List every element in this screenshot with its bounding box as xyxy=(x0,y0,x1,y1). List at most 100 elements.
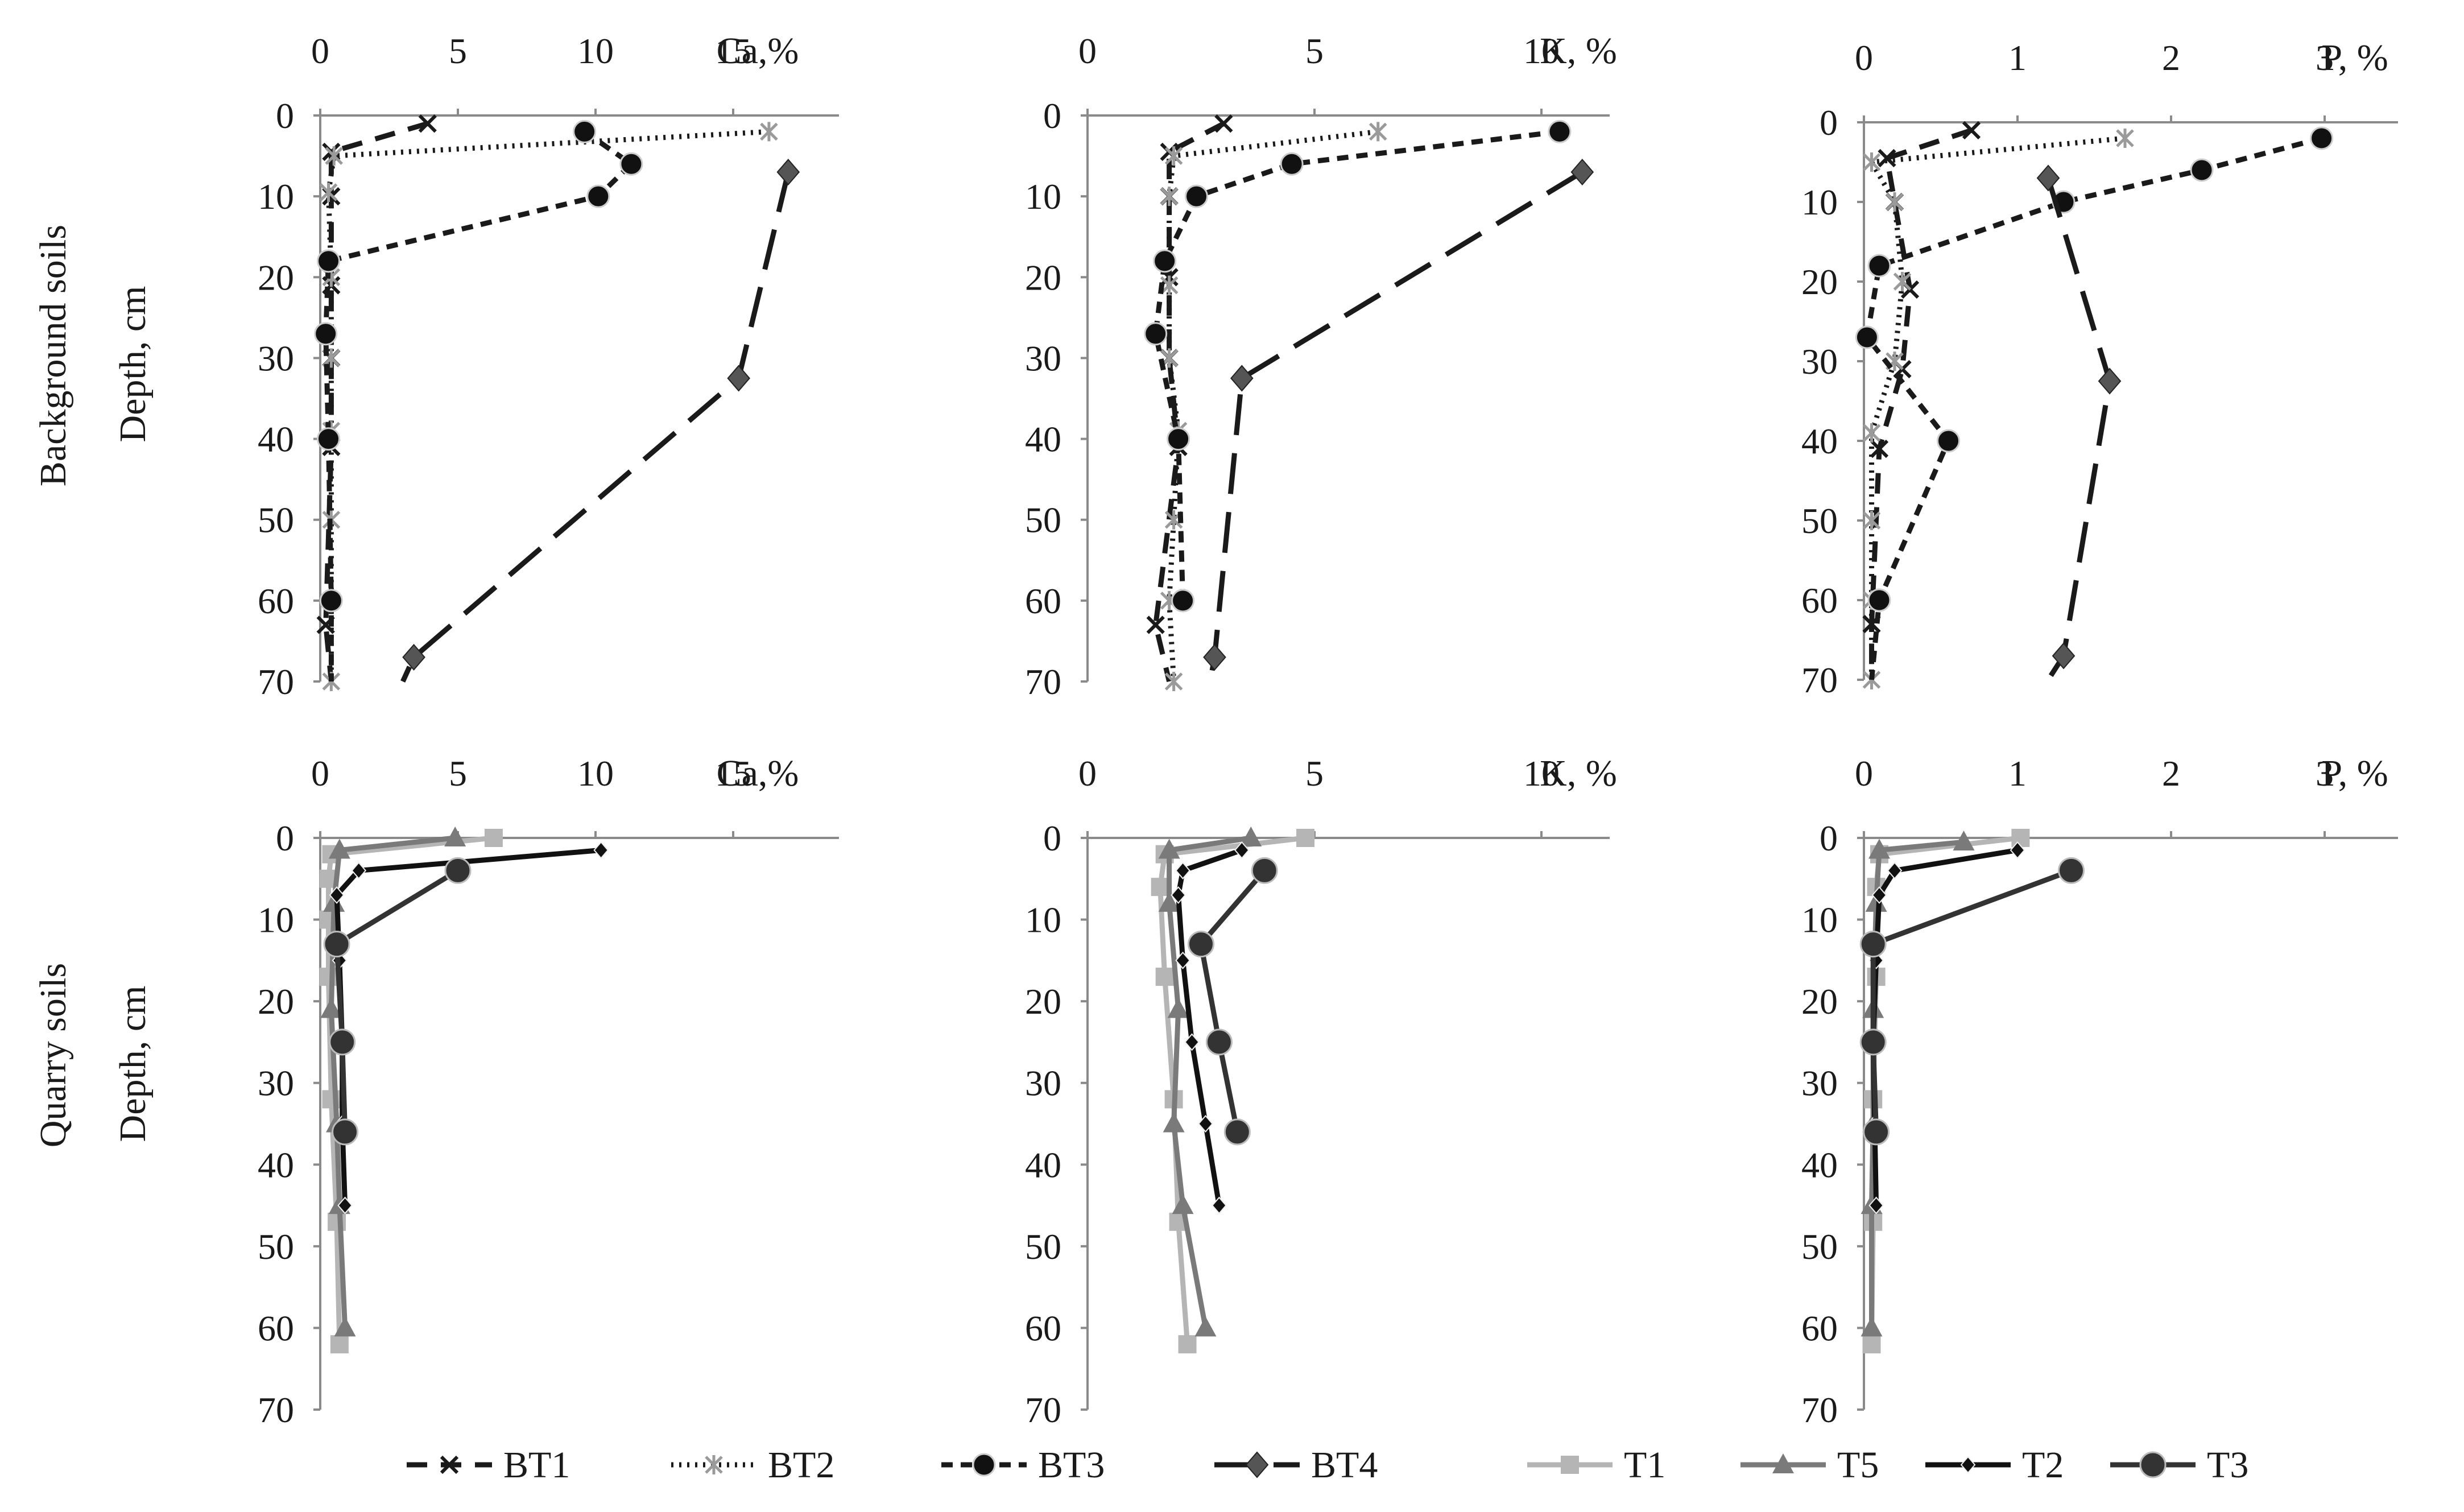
data-point-t3 xyxy=(1859,1028,1887,1056)
data-point-t2 xyxy=(1868,1196,1884,1214)
y-tick-label: 60 xyxy=(258,581,294,621)
data-point-bt2 xyxy=(1369,122,1387,142)
x-tick-label: 3 xyxy=(2316,753,2334,794)
y-tick-label: 10 xyxy=(258,176,294,217)
y-tick-label: 20 xyxy=(1801,981,1838,1022)
data-point-t5 xyxy=(1158,891,1180,912)
x-tick-label: 2 xyxy=(2162,38,2180,78)
data-point-t5 xyxy=(1194,1316,1217,1337)
data-point-bt2 xyxy=(1862,423,1881,443)
data-point-bt2 xyxy=(1160,275,1179,295)
series-bt4 xyxy=(2036,164,2122,681)
data-point-bt1 xyxy=(1878,148,1896,168)
data-point-bt3 xyxy=(314,322,338,346)
y-tick-label: 50 xyxy=(1801,501,1838,541)
x-tick-label: 15 xyxy=(715,31,751,71)
data-point-bt4 xyxy=(776,158,800,186)
series-bt2 xyxy=(1862,129,2134,689)
data-point-t3 xyxy=(1188,931,1214,958)
row-title-background: Background soils xyxy=(32,225,74,486)
data-point-bt4 xyxy=(2036,164,2060,192)
legend: BT1 BT2 BT3 BT4 T1 T5 T2 T3 xyxy=(407,1444,2248,1486)
data-point-t2 xyxy=(1887,861,1903,879)
data-point-bt3 xyxy=(1867,588,1891,612)
legend-item-bt1: BT1 xyxy=(407,1444,570,1486)
data-point-t1 xyxy=(1151,878,1169,897)
data-point-t1 xyxy=(1178,1335,1197,1354)
y-tick-label: 0 xyxy=(1820,818,1838,858)
data-point-bt2 xyxy=(1862,152,1881,172)
data-point-bt3 xyxy=(2190,158,2214,182)
legend-marker xyxy=(705,1455,723,1474)
y-tick-label: 10 xyxy=(1025,900,1061,940)
y-tick-label: 40 xyxy=(1801,1145,1838,1185)
legend-label: T1 xyxy=(1624,1444,1665,1486)
legend-label: T3 xyxy=(2207,1444,2248,1486)
y-tick-label: 40 xyxy=(1025,419,1061,460)
legend-item-bt3: BT3 xyxy=(941,1444,1105,1486)
legend-marker xyxy=(2139,1451,2167,1478)
y-tick-label: 0 xyxy=(1043,818,1061,858)
data-point-t3 xyxy=(1251,857,1278,884)
y-tick-label: 50 xyxy=(1025,1226,1061,1267)
data-point-t5 xyxy=(1240,827,1262,846)
data-point-bt4 xyxy=(1203,643,1226,671)
x-tick-label: 5 xyxy=(1305,753,1324,794)
data-point-t1 xyxy=(484,829,503,847)
y-tick-label: 70 xyxy=(1801,1390,1838,1430)
series-t3 xyxy=(1859,857,2085,1146)
legend-marker xyxy=(440,1455,459,1474)
data-point-t3 xyxy=(1223,1118,1251,1146)
y-tick-label: 60 xyxy=(1025,581,1061,621)
x-tick-label: 10 xyxy=(1523,31,1560,71)
y-tick-label: 60 xyxy=(1025,1308,1061,1348)
x-axis-title: Ca,% xyxy=(717,30,799,72)
data-point-t2 xyxy=(1171,886,1186,904)
data-point-bt3 xyxy=(319,589,343,613)
series-line-bt4 xyxy=(2045,177,2112,681)
y-tick-label: 20 xyxy=(258,981,294,1022)
x-tick-label: 5 xyxy=(449,753,467,794)
data-point-t5 xyxy=(1865,891,1887,912)
data-point-t5 xyxy=(1158,838,1180,859)
data-point-bt2 xyxy=(1160,187,1179,206)
legend-marker xyxy=(1561,1456,1579,1474)
data-point-t2 xyxy=(593,841,609,860)
legend-label: BT1 xyxy=(503,1444,570,1486)
data-point-bt4 xyxy=(1570,158,1594,186)
data-point-bt2 xyxy=(1164,146,1183,166)
series-t2 xyxy=(329,841,609,1214)
y-tick-label: 50 xyxy=(1801,1226,1838,1267)
data-point-t2 xyxy=(329,886,345,904)
data-point-bt3 xyxy=(586,184,610,208)
x-axis-title: Ca,% xyxy=(717,753,799,794)
data-point-t3 xyxy=(323,931,350,958)
y-tick-label: 50 xyxy=(258,500,294,540)
data-point-t5 xyxy=(444,827,466,846)
data-point-t5 xyxy=(1163,1112,1185,1133)
data-point-t2 xyxy=(351,861,367,879)
legend-label: BT4 xyxy=(1311,1444,1378,1486)
data-point-bt1 xyxy=(1962,121,1981,140)
data-point-bt3 xyxy=(1167,427,1190,451)
data-point-bt3 xyxy=(317,249,341,273)
data-point-bt3 xyxy=(573,119,597,143)
x-axis-title: P, % xyxy=(2321,753,2388,794)
x-tick-label: 10 xyxy=(577,753,614,794)
x-tick-label: 2 xyxy=(2162,753,2180,794)
data-point-t5 xyxy=(1167,998,1189,1018)
data-point-bt3 xyxy=(1144,322,1168,346)
legend-marker xyxy=(1772,1453,1794,1473)
y-tick-label: 50 xyxy=(258,1226,294,1267)
data-point-bt3 xyxy=(1153,249,1177,273)
x-tick-label: 0 xyxy=(1855,753,1873,794)
data-point-bt2 xyxy=(1164,672,1183,691)
data-point-t5 xyxy=(1172,1194,1194,1214)
data-point-t5 xyxy=(320,998,342,1018)
data-point-bt3 xyxy=(1855,325,1879,349)
data-point-t5 xyxy=(1953,831,1975,851)
y-tick-label: 0 xyxy=(1820,102,1838,143)
x-tick-label: 0 xyxy=(1078,31,1097,71)
data-point-bt3 xyxy=(1937,429,1960,453)
y-tick-label: 60 xyxy=(1801,1308,1838,1348)
